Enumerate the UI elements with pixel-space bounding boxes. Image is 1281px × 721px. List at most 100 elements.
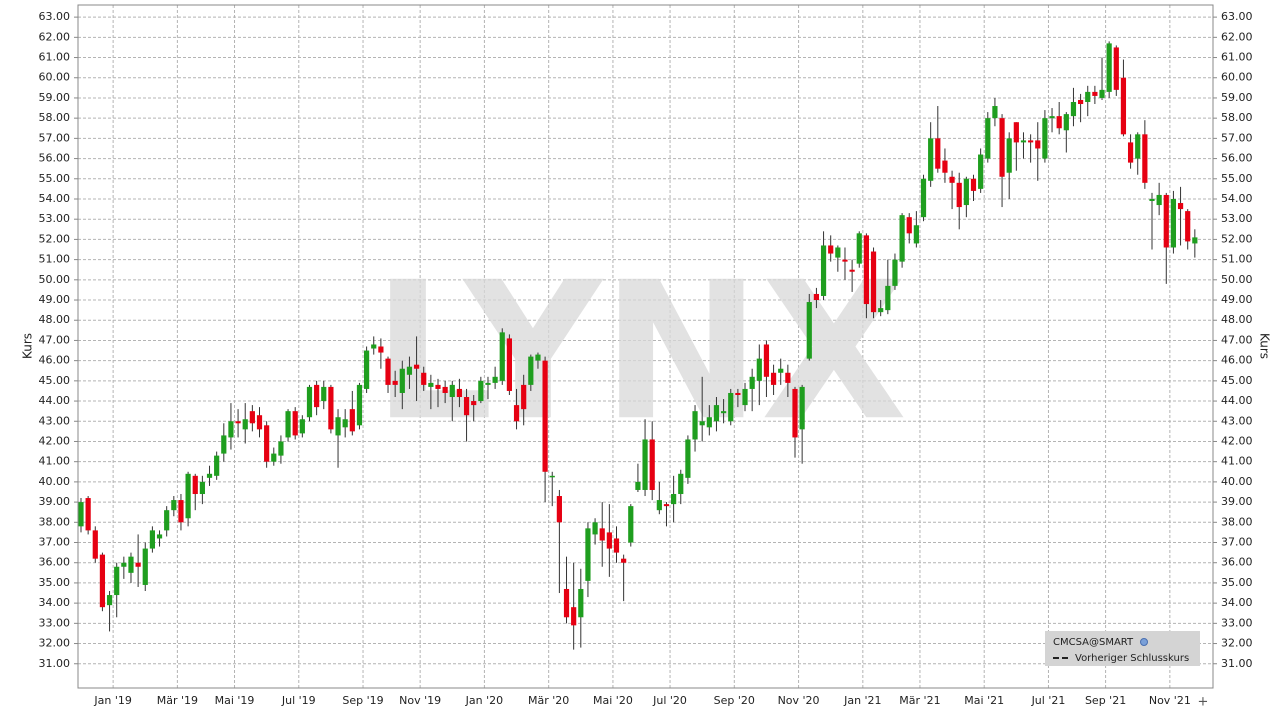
- y2-tick-label: 33.00: [1221, 616, 1253, 629]
- y-tick-label: 37.00: [39, 536, 71, 549]
- y2-tick-label: 41.00: [1221, 455, 1253, 468]
- candle-body: [285, 411, 291, 438]
- y-tick-label: 52.00: [39, 232, 71, 245]
- y-tick-label: 45.00: [39, 374, 71, 387]
- candle-body: [1013, 122, 1019, 143]
- y2-tick-label: 36.00: [1221, 556, 1253, 569]
- candle-body: [264, 425, 270, 462]
- y-tick-label: 44.00: [39, 394, 71, 407]
- y2-tick-label: 61.00: [1221, 51, 1253, 64]
- y-tick-label: 42.00: [39, 434, 71, 447]
- candle-body: [985, 118, 991, 159]
- candle-body: [956, 182, 962, 208]
- candle-body: [792, 388, 798, 438]
- candle-body: [249, 411, 255, 424]
- candle-body: [685, 439, 691, 478]
- candle-body: [178, 500, 184, 523]
- candle-body: [214, 455, 220, 476]
- y-tick-label: 62.00: [39, 30, 71, 43]
- y-tick-label: 59.00: [39, 91, 71, 104]
- y2-tick-label: 46.00: [1221, 354, 1253, 367]
- candle-body: [856, 233, 862, 264]
- x-tick-label: Sep '21: [1085, 694, 1126, 707]
- candle-body: [328, 386, 334, 430]
- plot-frame: [77, 4, 1214, 689]
- y2-tick-label: 34.00: [1221, 596, 1253, 609]
- y-tick-label: 41.00: [39, 455, 71, 468]
- candle-body: [713, 405, 720, 422]
- y-tick-label: 40.00: [39, 475, 71, 488]
- legend-icon[interactable]: [1140, 638, 1148, 646]
- y2-tick-label: 50.00: [1221, 273, 1253, 286]
- y2-tick-label: 39.00: [1221, 495, 1253, 508]
- candle-body: [463, 397, 470, 416]
- y-tick-label: 33.00: [39, 616, 71, 629]
- y-tick-label: 36.00: [39, 556, 71, 569]
- candle-body: [563, 588, 570, 618]
- candle-body: [149, 530, 155, 549]
- candle-body: [649, 439, 655, 490]
- y-axis-label: Kurs: [21, 333, 35, 359]
- watermark: LYNX: [373, 241, 908, 462]
- candle-body: [571, 607, 577, 626]
- candle-body: [492, 376, 498, 383]
- candle-body: [935, 138, 941, 169]
- candle-body: [1120, 77, 1127, 135]
- y2-tick-label: 48.00: [1221, 313, 1253, 326]
- candle-body: [199, 481, 205, 495]
- candle-body: [335, 417, 341, 436]
- candle-body: [206, 473, 213, 478]
- candle-body: [1192, 237, 1198, 244]
- candle-body: [578, 588, 584, 618]
- y-tick-label: 55.00: [39, 172, 71, 185]
- candle-body: [870, 251, 877, 313]
- candle-body: [478, 380, 484, 402]
- candle-body: [1042, 118, 1048, 159]
- y-tick-label: 51.00: [39, 253, 71, 266]
- candle-body: [485, 382, 491, 385]
- candle-body: [692, 411, 698, 440]
- y2-tick-label: 43.00: [1221, 414, 1253, 427]
- candle-body: [628, 506, 634, 543]
- y2-tick-label: 42.00: [1221, 434, 1253, 447]
- y2-tick-label: 57.00: [1221, 131, 1253, 144]
- candle-body: [849, 269, 855, 272]
- x-tick-label: Mär '19: [157, 694, 198, 707]
- candle-body: [1020, 140, 1027, 143]
- candle-body: [642, 439, 648, 490]
- candle-body: [756, 358, 762, 381]
- candle-body: [106, 595, 113, 606]
- y2-tick-label: 58.00: [1221, 111, 1253, 124]
- candle-body: [128, 556, 134, 573]
- y2-tick-label: 62.00: [1221, 30, 1253, 43]
- legend: CMCSA@SMART Vorheriger Schlusskurs: [1045, 631, 1200, 666]
- candle-body: [535, 354, 541, 361]
- y2-axis-label: Kurs: [1258, 333, 1272, 359]
- candle-body: [1099, 89, 1105, 98]
- y-tick-label: 43.00: [39, 414, 71, 427]
- candle-body: [449, 384, 455, 398]
- candle-body: [256, 415, 263, 430]
- candle-body: [435, 384, 441, 389]
- candle-body: [456, 388, 463, 398]
- candle-body: [556, 496, 562, 523]
- x-tick-label: Nov '20: [778, 694, 820, 707]
- x-tick-label: Jan '21: [843, 694, 881, 707]
- zoom-button[interactable]: +: [1198, 695, 1209, 710]
- y-tick-label: 60.00: [39, 71, 71, 84]
- candle-body: [963, 178, 969, 206]
- candle-body: [428, 382, 434, 387]
- y2-tick-label: 54.00: [1221, 192, 1253, 205]
- candle-body: [235, 421, 241, 424]
- candle-body: [164, 510, 170, 531]
- y-tick-label: 54.00: [39, 192, 71, 205]
- candle-body: [92, 530, 98, 559]
- candle-body: [1078, 99, 1084, 105]
- candle-body: [1170, 198, 1177, 248]
- candle-body: [913, 225, 919, 244]
- candle-body: [1056, 116, 1062, 129]
- candle-body: [442, 386, 448, 393]
- y2-tick-label: 31.00: [1221, 657, 1253, 670]
- candle-body: [306, 386, 313, 418]
